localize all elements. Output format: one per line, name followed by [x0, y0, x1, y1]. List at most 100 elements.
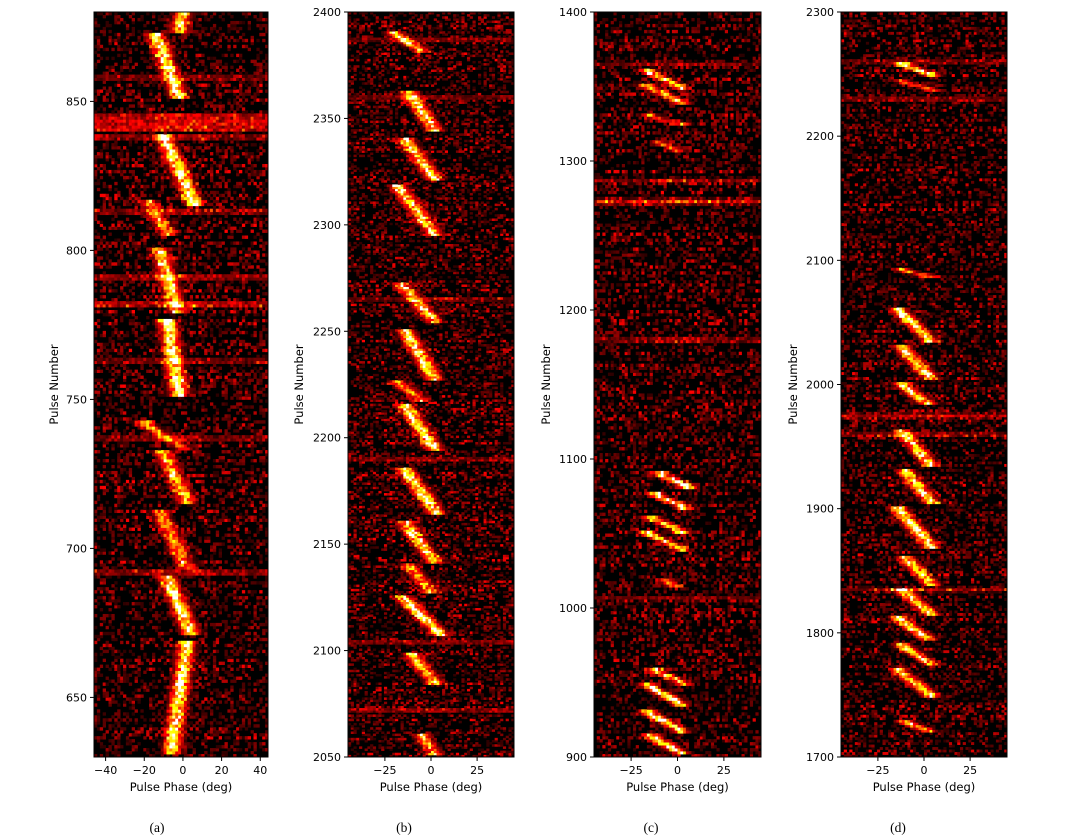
heatmap-cell [225, 599, 228, 602]
heatmap-cell [100, 438, 103, 441]
heatmap-cell [175, 456, 178, 459]
heatmap-cell [126, 680, 129, 683]
heatmap-cell [222, 471, 225, 474]
heatmap-cell [213, 379, 216, 382]
heatmap-cell [178, 674, 181, 677]
heatmap-cell [149, 590, 152, 593]
heatmap-cell [216, 638, 219, 641]
heatmap-cell [178, 706, 181, 709]
heatmap-cell [126, 385, 129, 388]
heatmap-cell [227, 459, 230, 462]
heatmap-cell [227, 730, 230, 733]
heatmap-cell [198, 730, 201, 733]
heatmap-cell [196, 572, 199, 575]
heatmap-cell [100, 745, 103, 748]
heatmap-cell [135, 358, 138, 361]
heatmap-cell [216, 730, 219, 733]
heatmap-cell [254, 608, 257, 611]
heatmap-cell [184, 379, 187, 382]
heatmap-cell [138, 566, 141, 569]
heatmap-cell [210, 596, 213, 599]
heatmap-cell [190, 361, 193, 364]
heatmap-cell [135, 581, 138, 584]
heatmap-cell [196, 456, 199, 459]
heatmap-cell [138, 602, 141, 605]
heatmap-cell [172, 605, 175, 608]
heatmap-cell [152, 542, 155, 545]
heatmap-cell [120, 659, 123, 662]
heatmap-cell [126, 581, 129, 584]
heatmap-cell [242, 468, 245, 471]
heatmap-cell [201, 370, 204, 373]
heatmap-cell [155, 361, 158, 364]
heatmap-cell [146, 420, 149, 423]
heatmap-cell [111, 724, 114, 727]
heatmap-cell [184, 426, 187, 429]
heatmap-cell [97, 432, 100, 435]
heatmap-cell [172, 534, 175, 537]
heatmap-cell [198, 426, 201, 429]
heatmap-cell [161, 379, 164, 382]
heatmap-cell [230, 697, 233, 700]
heatmap-cell [213, 656, 216, 659]
heatmap-cell [152, 396, 155, 399]
heatmap-cell [106, 474, 109, 477]
heatmap-cell [172, 447, 175, 450]
heatmap-cell [97, 411, 100, 414]
heatmap-cell [172, 531, 175, 534]
heatmap-cell [175, 659, 178, 662]
heatmap-cell [210, 653, 213, 656]
heatmap-cell [132, 358, 135, 361]
heatmap-cell [216, 513, 219, 516]
heatmap-cell [216, 745, 219, 748]
heatmap-cell [169, 402, 172, 405]
heatmap-cell [106, 501, 109, 504]
heatmap-cell [230, 709, 233, 712]
heatmap-cell [181, 477, 184, 480]
heatmap-cell [132, 405, 135, 408]
heatmap-cell [213, 465, 216, 468]
heatmap-cell [204, 560, 207, 563]
heatmap-cell [181, 554, 184, 557]
heatmap-cell [97, 575, 100, 578]
heatmap-cell [97, 507, 100, 510]
heatmap-cell [117, 358, 120, 361]
heatmap-cell [103, 683, 106, 686]
heatmap-cell [254, 534, 257, 537]
heatmap-cell [97, 572, 100, 575]
heatmap-cell [149, 370, 152, 373]
heatmap-cell [149, 420, 152, 423]
heatmap-cell [198, 632, 201, 635]
heatmap-cell [117, 495, 120, 498]
heatmap-cell [230, 396, 233, 399]
heatmap-cell [181, 557, 184, 560]
heatmap-cell [196, 626, 199, 629]
heatmap-cell [143, 736, 146, 739]
heatmap-cell [161, 593, 164, 596]
heatmap-cell [259, 712, 262, 715]
heatmap-cell [172, 593, 175, 596]
heatmap-cell [146, 638, 149, 641]
heatmap-cell [169, 414, 172, 417]
heatmap-cell [216, 465, 219, 468]
heatmap-cell [219, 480, 222, 483]
heatmap-cell [239, 522, 242, 525]
heatmap-cell [259, 638, 262, 641]
heatmap-cell [227, 438, 230, 441]
heatmap-cell [135, 423, 138, 426]
heatmap-cell [227, 477, 230, 480]
heatmap-cell [106, 435, 109, 438]
heatmap-cell [245, 453, 248, 456]
heatmap-cell [239, 489, 242, 492]
heatmap-cell [181, 674, 184, 677]
heatmap-cell [196, 566, 199, 569]
heatmap-cell [158, 730, 161, 733]
heatmap-cell [158, 700, 161, 703]
heatmap-cell [259, 390, 262, 393]
heatmap-cell [97, 602, 100, 605]
heatmap-cell [213, 420, 216, 423]
heatmap-cell [138, 465, 141, 468]
heatmap-cell [126, 617, 129, 620]
heatmap-cell [190, 584, 193, 587]
heatmap-cell [184, 560, 187, 563]
